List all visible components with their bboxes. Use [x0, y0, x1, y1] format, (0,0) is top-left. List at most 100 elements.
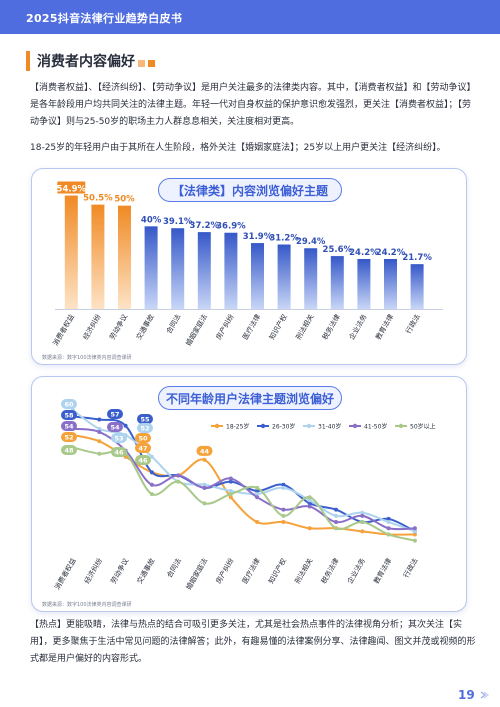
- bar-category-label: 刑法相关: [294, 313, 316, 342]
- line-category-label: 房产纠纷: [214, 557, 236, 586]
- line-category-label: 刑法相关: [293, 557, 315, 586]
- start-value-badge: [135, 433, 151, 443]
- section-title: 消费者内容偏好: [37, 54, 135, 70]
- series-point: [255, 492, 260, 497]
- bar-value-label: 37.2%: [190, 221, 220, 231]
- start-value-label: 53: [114, 435, 123, 443]
- start-value-badge: [135, 455, 151, 465]
- series-point: [412, 538, 417, 543]
- series-point: [97, 451, 102, 456]
- bar-category-label: 教育法律: [373, 313, 395, 342]
- bar-value-label: 21.7%: [402, 253, 432, 263]
- series-point: [255, 520, 260, 525]
- bar-value-label: 36.9%: [216, 222, 246, 232]
- bar: [171, 228, 185, 309]
- legend-label: 50岁以上: [410, 423, 436, 431]
- legend-label: 41-50岁: [364, 423, 387, 431]
- line-chart-source: 数据来源：数字100法律类内容调查课研: [42, 602, 132, 608]
- bar-category-label: 交通事故: [134, 313, 156, 342]
- series-point: [307, 526, 312, 531]
- bar: [91, 204, 105, 309]
- legend-marker: [352, 423, 358, 429]
- series-point: [202, 501, 207, 506]
- series-line: [72, 446, 416, 542]
- bar: [330, 256, 344, 309]
- hot-title: 【热点】: [30, 620, 67, 630]
- series-point: [97, 439, 102, 444]
- bar: [357, 258, 371, 309]
- series-point: [386, 516, 391, 521]
- series-point: [97, 429, 102, 434]
- line-category-label: 教育法律: [372, 557, 394, 586]
- series-point: [176, 479, 181, 484]
- legend-marker: [260, 423, 266, 429]
- line-category-label: 合同法: [165, 557, 183, 580]
- bar-value-label: 31.9%: [243, 232, 273, 242]
- series-point: [255, 485, 260, 490]
- bar: [251, 243, 264, 309]
- series-line: [72, 434, 415, 536]
- series-point: [307, 495, 312, 500]
- series-point: [412, 532, 417, 537]
- line-category-label: 企业法务: [345, 557, 367, 586]
- start-value-badge: [137, 414, 153, 424]
- start-value-badge: [61, 432, 77, 442]
- series-point: [334, 513, 338, 518]
- series-point: [228, 495, 233, 500]
- start-value-label: 52: [64, 434, 73, 442]
- series-line: [72, 427, 415, 531]
- series-point: [228, 476, 233, 481]
- bar: [384, 258, 397, 309]
- bar-category-label: 合同法: [164, 313, 182, 336]
- start-value-badge: [137, 423, 153, 433]
- line-category-label: 行政法: [401, 557, 419, 580]
- bar: [224, 232, 238, 309]
- page-number: 19: [458, 688, 475, 702]
- start-value-label: 46: [138, 457, 148, 465]
- header-bar: 2025抖音法律行业趋势白皮书: [0, 0, 500, 34]
- legend-label: 31-40岁: [318, 423, 341, 431]
- series-point: [412, 526, 417, 531]
- line-category-label: 知识产权: [266, 557, 288, 586]
- series-point: [228, 479, 233, 484]
- bar-chart-source: 数据来源：数字100法律类内容调查课研: [42, 355, 132, 361]
- start-value-label: 58: [64, 412, 74, 420]
- legend-marker: [306, 423, 312, 429]
- hot-text: 更能吸睛，法律与热点的结合可吸引更多关注，尤其是社会热点事件的法律视角分析；其次…: [66, 620, 445, 630]
- legend-label: 26-30岁: [272, 423, 295, 431]
- bar-category-label: 知识产权: [267, 313, 289, 342]
- series-point: [360, 520, 365, 525]
- practical-text: ，更多聚焦于生活中常见问题的法律解答；此外，有趣易懂的法律案例分享、法律趣闻、图…: [30, 637, 476, 664]
- bar: [118, 205, 131, 309]
- start-value-badge: [111, 433, 127, 443]
- bar: [64, 195, 78, 309]
- bar: [410, 264, 424, 309]
- bar-category-label: 房产纠纷: [214, 313, 236, 342]
- series-point: [255, 495, 260, 500]
- series-point: [386, 520, 391, 525]
- bar-chart: 54.9% 消费者权益 50.5% 经济纠纷 50% 劳动争议 40% 交通事故 39.1% 合同…: [51, 181, 443, 347]
- bar-value-label: 54.9%: [57, 185, 87, 195]
- bar-value-label: 40%: [141, 215, 162, 225]
- bar: [304, 248, 318, 309]
- summary-paragraph: 【热点】更能吸睛，法律与热点的结合可吸引更多关注，尤其是社会热点事件的法律视角分…: [30, 617, 476, 668]
- bar: [144, 226, 158, 309]
- page-number-wrap: 19: [458, 688, 489, 702]
- line-category-label: 经济纠纷: [82, 557, 104, 586]
- start-value-label: 54: [64, 423, 74, 431]
- line-category-label: 劳动争议: [109, 557, 131, 586]
- series-point: [386, 526, 391, 531]
- start-value-badge: [61, 399, 77, 409]
- bar-value-label: 50.5%: [83, 194, 113, 204]
- bar-category-label: 劳动争议: [107, 313, 129, 342]
- start-value-label: 50: [138, 435, 148, 443]
- bar-label-badge: [57, 181, 86, 194]
- bar-category-label: 经济纠纷: [81, 313, 103, 342]
- start-value-label: 60: [64, 401, 74, 409]
- peak-value-label: 44: [200, 447, 210, 455]
- series-point: [97, 417, 102, 422]
- peak-value-badge: [196, 445, 213, 456]
- series-point: [97, 426, 102, 431]
- series-point: [360, 513, 365, 518]
- line-category-label: 消费者权益: [52, 557, 77, 592]
